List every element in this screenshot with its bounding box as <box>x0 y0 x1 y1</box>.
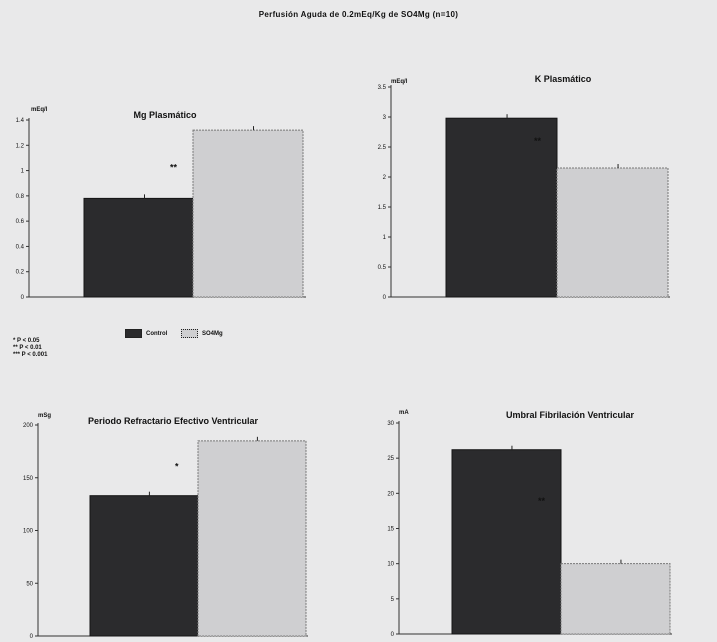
y-tick-label: 1.2 <box>16 143 25 149</box>
significance-p05: * P < 0.05 <box>13 338 40 344</box>
chart-title: K Plasmático <box>535 74 592 84</box>
legend-swatch-control <box>125 329 142 338</box>
y-tick-label: 0 <box>383 295 387 301</box>
y-axis-unit-label: mA <box>399 410 409 416</box>
legend-swatch-sulfate <box>181 329 198 338</box>
bar-sulfate <box>197 440 307 637</box>
y-tick-label: 0 <box>391 632 395 638</box>
y-tick-label: 20 <box>387 491 394 497</box>
y-tick-label: 150 <box>23 476 34 482</box>
significance-p001: *** P < 0.001 <box>13 352 48 358</box>
y-tick-label: 5 <box>391 597 395 603</box>
y-tick-label: 1.5 <box>378 205 387 211</box>
y-tick-label: 0.5 <box>378 265 387 271</box>
legend-item-control: Control <box>125 329 167 338</box>
y-tick-label: 100 <box>23 529 34 535</box>
chart-title: Periodo Refractario Efectivo Ventricular <box>88 416 259 426</box>
y-tick-label: 10 <box>387 562 394 568</box>
y-tick-label: 0.4 <box>16 244 25 250</box>
significance-p01: ** P < 0.01 <box>13 345 42 351</box>
y-tick-label: 3 <box>383 115 387 121</box>
significance-marker: * <box>175 461 179 471</box>
significance-marker: ** <box>170 163 178 173</box>
y-tick-label: 30 <box>387 421 394 427</box>
bar-sulfate <box>192 129 304 298</box>
bar-control <box>89 495 199 637</box>
legend-item-sulfate: SO4Mg <box>181 329 223 338</box>
y-tick-label: 15 <box>387 527 394 533</box>
bar-control <box>451 449 562 635</box>
y-tick-label: 0.2 <box>16 270 25 276</box>
legend-label-sulfate: SO4Mg <box>202 331 223 338</box>
bar-sulfate <box>560 563 671 635</box>
bar-sulfate <box>556 167 669 298</box>
y-tick-label: 3.5 <box>378 85 387 91</box>
y-tick-label: 50 <box>26 581 33 587</box>
bar-control <box>445 117 558 298</box>
chart-title: Mg Plasmático <box>133 110 197 120</box>
y-axis-unit-label: mEq/l <box>31 107 48 113</box>
y-axis-unit-label: mSg <box>38 413 51 419</box>
y-tick-label: 0 <box>21 295 25 301</box>
y-tick-label: 1 <box>21 169 25 175</box>
y-tick-label: 0.6 <box>16 219 25 225</box>
significance-key: * P < 0.05 ** P < 0.01 *** P < 0.001 <box>13 338 47 359</box>
y-tick-label: 25 <box>387 456 394 462</box>
y-tick-label: 0 <box>30 634 34 640</box>
y-tick-label: 1.4 <box>16 118 25 124</box>
figure-title: Perfusión Aguda de 0.2mEq/Kg de SO4Mg (n… <box>258 10 459 19</box>
significance-marker: ** <box>538 496 546 506</box>
chart-title: Umbral Fibrilación Ventricular <box>506 410 635 420</box>
legend-label-control: Control <box>146 331 168 338</box>
significance-marker: ** <box>534 136 542 146</box>
y-tick-label: 200 <box>23 423 34 429</box>
legend: Control SO4Mg <box>125 329 235 338</box>
y-tick-label: 0.8 <box>16 194 25 200</box>
y-tick-label: 2.5 <box>378 145 387 151</box>
y-axis-unit-label: mEq/l <box>391 79 408 85</box>
y-tick-label: 2 <box>383 175 387 181</box>
bar-control <box>83 197 195 298</box>
y-tick-label: 1 <box>383 235 387 241</box>
